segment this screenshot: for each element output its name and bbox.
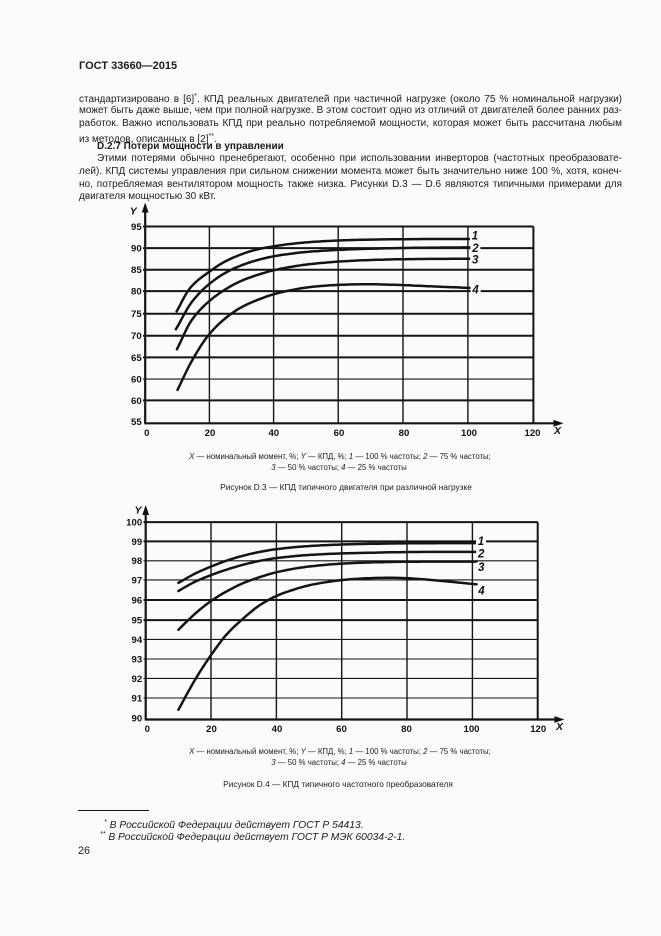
svg-text:90: 90 (132, 713, 143, 724)
svg-text:4: 4 (477, 586, 485, 598)
svg-text:60: 60 (131, 375, 142, 386)
svg-text:85: 85 (131, 265, 142, 276)
svg-text:20: 20 (205, 428, 216, 439)
svg-text:3: 3 (478, 562, 485, 574)
svg-text:99: 99 (132, 537, 143, 548)
svg-text:92: 92 (132, 674, 143, 685)
svg-text:0: 0 (144, 428, 149, 439)
svg-text:100: 100 (461, 428, 477, 439)
svg-text:20: 20 (206, 724, 217, 735)
svg-text:60: 60 (334, 428, 345, 439)
svg-text:93: 93 (132, 654, 143, 665)
svg-text:3: 3 (472, 255, 479, 267)
svg-text:2: 2 (477, 549, 485, 561)
svg-text:60: 60 (336, 724, 347, 735)
svg-text:94: 94 (132, 635, 143, 646)
svg-text:55: 55 (131, 417, 142, 428)
svg-text:X: X (553, 425, 562, 437)
svg-text:100: 100 (463, 724, 479, 735)
svg-text:120: 120 (524, 428, 540, 439)
svg-text:2: 2 (471, 243, 479, 255)
svg-text:97: 97 (132, 575, 143, 586)
svg-text:96: 96 (132, 595, 143, 606)
svg-text:40: 40 (272, 724, 283, 735)
svg-text:0: 0 (145, 724, 150, 735)
svg-text:60: 60 (131, 396, 142, 407)
svg-text:100: 100 (126, 518, 142, 529)
svg-text:X: X (555, 721, 564, 733)
svg-text:80: 80 (399, 428, 410, 439)
svg-text:1: 1 (478, 536, 484, 548)
svg-text:1: 1 (472, 230, 478, 242)
svg-text:91: 91 (132, 693, 143, 704)
svg-text:40: 40 (268, 428, 279, 439)
svg-text:80: 80 (131, 287, 142, 298)
svg-text:120: 120 (530, 724, 546, 735)
svg-text:70: 70 (131, 331, 142, 342)
svg-text:Y: Y (134, 505, 142, 517)
svg-text:80: 80 (401, 724, 412, 735)
svg-text:90: 90 (131, 244, 142, 255)
svg-text:4: 4 (471, 285, 479, 297)
svg-text:95: 95 (131, 222, 142, 233)
svg-text:65: 65 (131, 353, 142, 364)
svg-text:Y: Y (130, 206, 138, 218)
svg-text:75: 75 (131, 309, 142, 320)
svg-text:98: 98 (132, 556, 143, 567)
svg-text:95: 95 (132, 616, 143, 627)
